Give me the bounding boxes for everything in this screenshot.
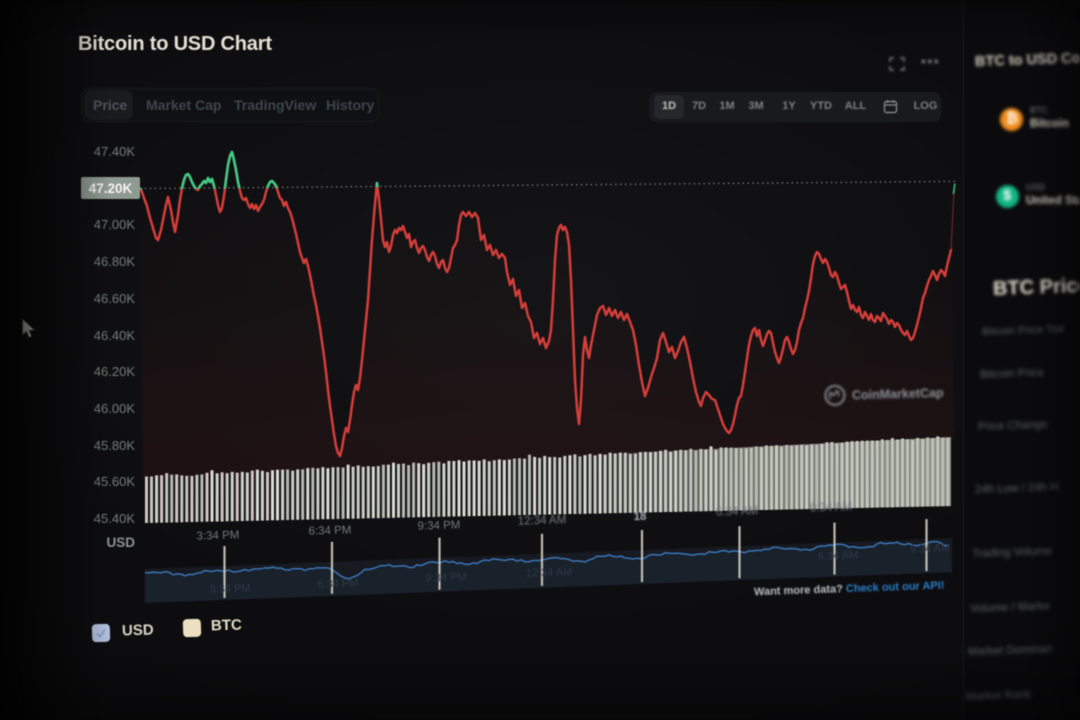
svg-text:CoinMarketCap: CoinMarketCap: [852, 386, 944, 402]
